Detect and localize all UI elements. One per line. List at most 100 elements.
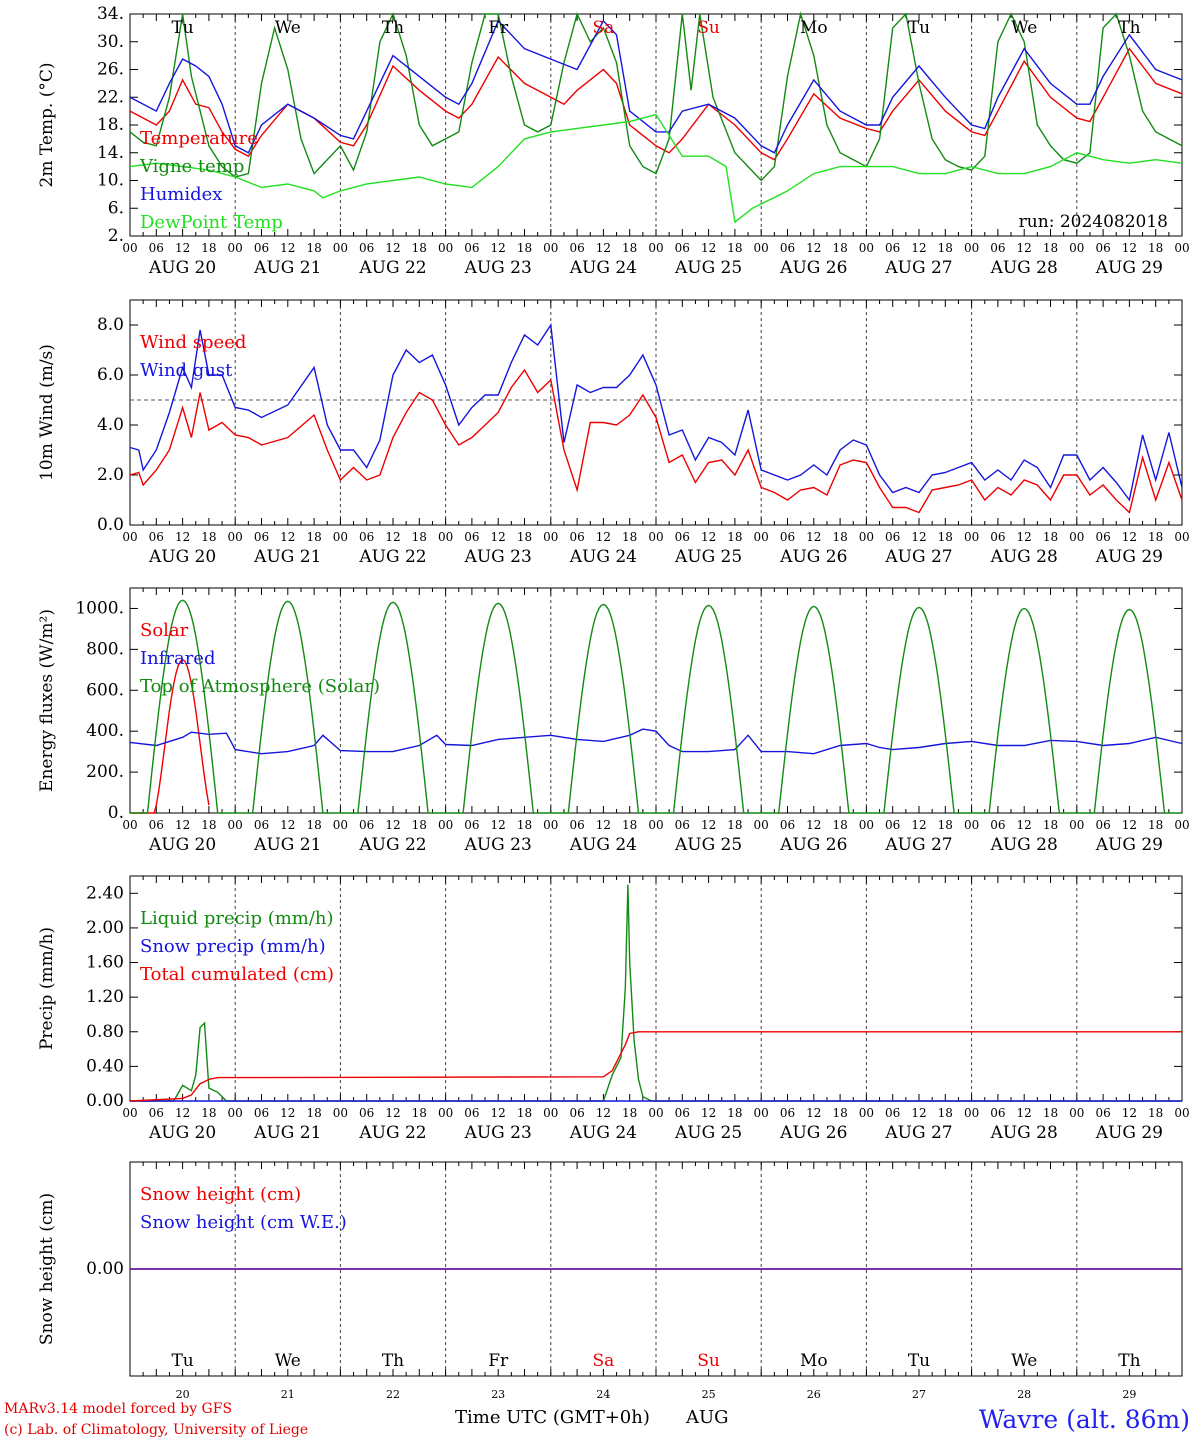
hour-tick-label: 06 (149, 818, 164, 832)
hour-tick-label: 06 (1095, 530, 1110, 544)
y-tick-label: 6.0 (97, 365, 124, 385)
series-line-solar (130, 658, 210, 814)
date-label: AUG 24 (569, 1123, 637, 1143)
series-line-wind-speed (129, 368, 1183, 514)
hour-tick-label: 06 (569, 530, 584, 544)
hour-tick-label: 00 (754, 530, 769, 544)
date-label: AUG 25 (674, 835, 742, 855)
y-tick-label: 8.0 (97, 315, 124, 335)
y-tick-label: 2.40 (86, 883, 124, 903)
hour-tick-label: 00 (1174, 241, 1189, 255)
date-label: AUG 26 (779, 258, 847, 278)
hour-tick-label: 12 (280, 818, 295, 832)
day-number-label: 25 (702, 1388, 716, 1401)
hour-tick-label: 18 (727, 818, 742, 832)
hour-tick-label: 06 (885, 530, 900, 544)
hour-tick-label: 12 (175, 818, 190, 832)
hour-tick-label: 06 (675, 241, 690, 255)
hour-tick-label: 00 (1174, 530, 1189, 544)
hour-tick-label: 00 (543, 530, 558, 544)
hour-tick-label: 18 (622, 1106, 637, 1120)
hour-tick-label: 12 (491, 530, 506, 544)
hour-tick-label: 18 (938, 1106, 953, 1120)
legend-entry: Vigne temp (139, 156, 244, 177)
date-label: AUG 21 (253, 1123, 321, 1143)
hour-tick-label: 12 (596, 1106, 611, 1120)
date-label: AUG 21 (253, 835, 321, 855)
hour-tick-label: 06 (464, 1106, 479, 1120)
y-tick-label: 600. (86, 680, 124, 700)
hour-tick-label: 18 (832, 530, 847, 544)
weekday-label: Th (1118, 1351, 1140, 1371)
hour-tick-label: 00 (1174, 1106, 1189, 1120)
hour-tick-label: 06 (675, 530, 690, 544)
legend-entry: Top of Atmosphere (Solar) (140, 676, 380, 697)
hour-tick-label: 18 (1043, 1106, 1058, 1120)
day-number-label: 24 (596, 1388, 610, 1401)
weekday-label: Th (382, 18, 404, 38)
footer-model: MARv3.14 model forced by GFS (4, 1401, 232, 1417)
hour-tick-label: 12 (1122, 818, 1137, 832)
series-line-humidex (129, 19, 1183, 154)
weekday-label: We (1011, 18, 1037, 38)
hour-tick-label: 00 (438, 1106, 453, 1120)
hour-tick-label: 12 (1122, 530, 1137, 544)
hour-tick-label: 12 (175, 530, 190, 544)
date-label: AUG 20 (148, 547, 216, 567)
hour-tick-label: 18 (306, 818, 321, 832)
hour-tick-label: 12 (806, 818, 821, 832)
legend-entry: Humidex (140, 184, 222, 205)
hour-tick-label: 00 (754, 1106, 769, 1120)
panel-2: 0.0 2.0 4.0 6.0 8.0 10m Wind (m/s) 00 06 12 18 AUG… (37, 299, 1190, 567)
hour-tick-label: 06 (359, 818, 374, 832)
date-label: AUG 28 (990, 547, 1058, 567)
hour-tick-label: 18 (938, 818, 953, 832)
legend-entry: Snow height (cm) (140, 1184, 301, 1205)
hour-tick-label: 18 (412, 241, 427, 255)
date-label: AUG 26 (779, 835, 847, 855)
hour-tick-label: 00 (228, 818, 243, 832)
hour-tick-label: 06 (1095, 1106, 1110, 1120)
hour-tick-label: 18 (1148, 241, 1163, 255)
legend-entry: Temperature (140, 128, 258, 149)
date-label: AUG 27 (884, 835, 952, 855)
hour-tick-label: 00 (1069, 241, 1084, 255)
hour-tick-label: 12 (385, 818, 400, 832)
date-label: AUG 26 (779, 1123, 847, 1143)
hour-tick-label: 06 (254, 530, 269, 544)
hour-tick-label: 18 (727, 241, 742, 255)
hour-tick-label: 00 (333, 241, 348, 255)
weekday-label: Tu (908, 1351, 930, 1371)
hour-tick-label: 12 (385, 241, 400, 255)
panel-frame (129, 587, 1183, 814)
hour-tick-label: 06 (464, 530, 479, 544)
hour-tick-label: 12 (280, 530, 295, 544)
legend-entry: Snow precip (mm/h) (140, 936, 326, 957)
hour-tick-label: 00 (333, 818, 348, 832)
series-line-vigne-temp (129, 11, 1183, 182)
hour-tick-label: 18 (306, 530, 321, 544)
date-label: AUG 27 (884, 1123, 952, 1143)
hour-tick-label: 12 (1122, 241, 1137, 255)
hour-tick-label: 18 (938, 530, 953, 544)
y-tick-label: 26. (97, 60, 124, 80)
weekday-label: We (1011, 1351, 1037, 1371)
hour-tick-label: 06 (885, 1106, 900, 1120)
hour-tick-label: 06 (149, 241, 164, 255)
date-label: AUG 23 (464, 1123, 532, 1143)
series-line-infrared (129, 728, 1183, 755)
hour-tick-label: 06 (885, 241, 900, 255)
hour-tick-label: 00 (964, 1106, 979, 1120)
hour-tick-label: 00 (543, 241, 558, 255)
hour-tick-label: 00 (648, 1106, 663, 1120)
date-label: AUG 27 (884, 547, 952, 567)
hour-tick-label: 18 (727, 530, 742, 544)
hour-tick-label: 18 (727, 1106, 742, 1120)
hour-tick-label: 18 (622, 241, 637, 255)
hour-tick-label: 18 (201, 530, 216, 544)
hour-tick-label: 12 (491, 818, 506, 832)
weekday-label: Tu (171, 18, 193, 38)
panel-5: 0.00 Snow height (cm) Snow height (cm) Snow… (37, 1161, 1183, 1401)
hour-tick-label: 18 (1148, 530, 1163, 544)
